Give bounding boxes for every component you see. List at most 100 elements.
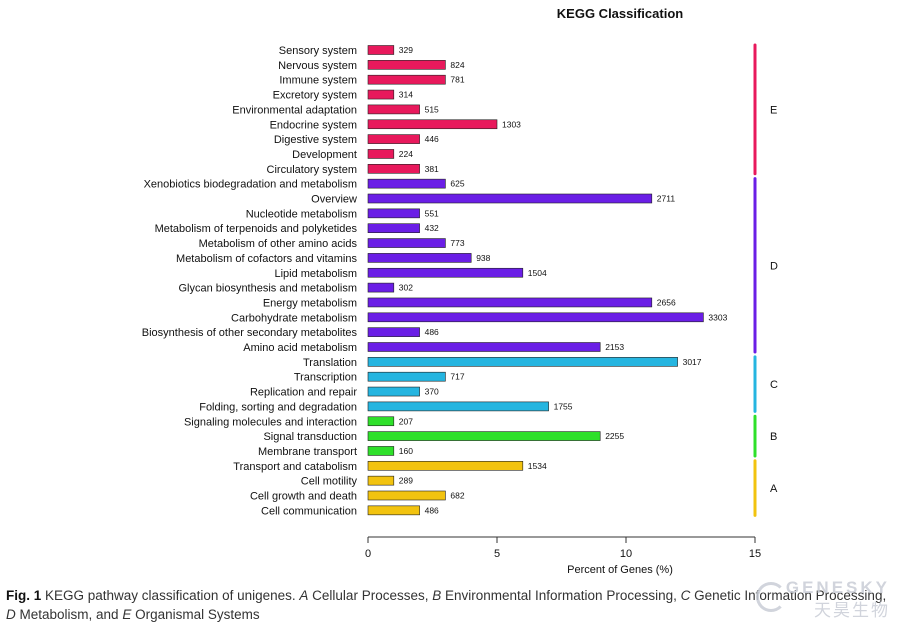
caption-fragment: Organismal Systems: [131, 607, 260, 622]
category-label: Cell motility: [301, 476, 358, 488]
category-label: Cell growth and death: [250, 491, 357, 503]
x-axis-label: Percent of Genes (%): [567, 564, 673, 576]
bar-value-label: 2656: [657, 297, 676, 307]
bar-value-label: 2153: [605, 342, 624, 352]
caption-fragment: Genetic Information Processing,: [690, 588, 887, 603]
category-label: Signaling molecules and interaction: [184, 416, 357, 428]
bar: [367, 416, 395, 427]
bar-value-label: 207: [399, 416, 413, 426]
category-label: Circulatory system: [267, 164, 357, 176]
bar-value-label: 1504: [528, 268, 547, 278]
bar: [367, 74, 446, 85]
bar: [367, 282, 395, 293]
x-axis: 0 5 10 15: [365, 536, 761, 560]
category-label: Biosynthesis of other secondary metaboli…: [142, 327, 358, 339]
caption-fragment: Cellular Processes,: [308, 588, 433, 603]
bar: [367, 312, 704, 323]
category-label: Translation: [303, 357, 357, 369]
bar: [367, 89, 395, 100]
bar: [367, 267, 524, 278]
caption-text: KEGG pathway classification of unigenes.…: [6, 588, 886, 622]
bar: [367, 475, 395, 486]
bar: [367, 490, 446, 501]
caption-fragment: Environmental Information Processing,: [441, 588, 681, 603]
caption-fig-label: Fig. 1: [6, 588, 42, 603]
bar: [367, 357, 678, 367]
category-label: Signal transduction: [263, 431, 357, 443]
x-tick-label: 10: [620, 548, 632, 560]
category-label: Development: [292, 149, 357, 161]
bar-value-label: 551: [425, 208, 439, 218]
bar: [367, 60, 446, 70]
category-label: Membrane transport: [258, 446, 357, 458]
bar: [367, 297, 653, 308]
bar: [367, 505, 420, 516]
category-label: Nucleotide metabolism: [246, 208, 357, 220]
bar: [367, 342, 601, 352]
bar-value-label: 1534: [528, 461, 547, 471]
bar-value-label: 302: [399, 283, 413, 293]
bar-value-label: 515: [425, 104, 439, 114]
bar-value-label: 824: [450, 60, 464, 70]
bar-value-label: 370: [425, 387, 439, 397]
bar-value-label: 446: [425, 134, 439, 144]
bar: [367, 460, 524, 471]
bar: [367, 208, 420, 219]
bar-value-label: 781: [450, 75, 464, 85]
bar: [367, 164, 420, 174]
category-label: Lipid metabolism: [274, 268, 357, 280]
bar: [367, 253, 472, 263]
category-label: Amino acid metabolism: [243, 342, 357, 354]
bar-value-label: 160: [399, 446, 413, 456]
bar: [367, 45, 395, 55]
bar: [367, 371, 446, 382]
bar: [367, 149, 395, 159]
category-label: Folding, sorting and degradation: [199, 401, 357, 413]
category-label: Carbohydrate metabolism: [231, 312, 357, 324]
bar: [367, 431, 601, 441]
caption-fragment: KEGG pathway classification of unigenes.: [41, 588, 300, 603]
bar-value-label: 329: [399, 45, 413, 55]
bar-value-label: 717: [450, 372, 464, 382]
category-label: Nervous system: [278, 60, 357, 72]
category-label: Environmental adaptation: [232, 104, 357, 116]
bar: [367, 193, 653, 204]
caption-fragment: D: [6, 607, 16, 622]
bar-value-label: 224: [399, 149, 413, 159]
category-label: Metabolism of terpenoids and polyketides: [155, 223, 358, 235]
bar-value-label: 2255: [605, 431, 624, 441]
category-label: Metabolism of other amino acids: [199, 238, 358, 250]
caption-fragment: B: [432, 588, 442, 603]
bar-value-label: 289: [399, 476, 413, 486]
bar-value-label: 2711: [657, 194, 676, 204]
group-label: A: [770, 483, 778, 495]
category-label: Energy metabolism: [263, 297, 357, 309]
bar-value-label: 314: [399, 90, 413, 100]
bar-value-label: 682: [450, 491, 464, 501]
bar-value-label: 432: [425, 223, 439, 233]
category-label: Overview: [311, 194, 357, 206]
bar: [367, 134, 420, 144]
bar: [367, 104, 420, 115]
category-label: Endocrine system: [270, 119, 357, 131]
bar-value-label: 381: [425, 164, 439, 174]
bar-value-label: 1755: [554, 401, 573, 411]
bar-value-label: 3303: [708, 312, 727, 322]
bar-value-label: 1303: [502, 119, 521, 129]
figure-caption: Fig. 1 KEGG pathway classification of un…: [6, 586, 896, 624]
x-tick-label: 0: [365, 548, 371, 560]
group-label: C: [770, 379, 778, 391]
caption-fragment: E: [122, 607, 132, 622]
bar-value-label: 938: [476, 253, 490, 263]
bar: [367, 327, 420, 337]
category-label: Excretory system: [273, 90, 357, 102]
caption-fragment: A: [299, 588, 309, 603]
bar: [367, 119, 498, 130]
bar: [367, 446, 395, 456]
category-label: Immune system: [279, 75, 357, 87]
category-label: Digestive system: [274, 134, 357, 146]
category-label: Metabolism of cofactors and vitamins: [176, 253, 357, 265]
group-brackets: E D C B A: [753, 43, 778, 517]
bar: [367, 386, 420, 397]
bar: [367, 238, 446, 248]
